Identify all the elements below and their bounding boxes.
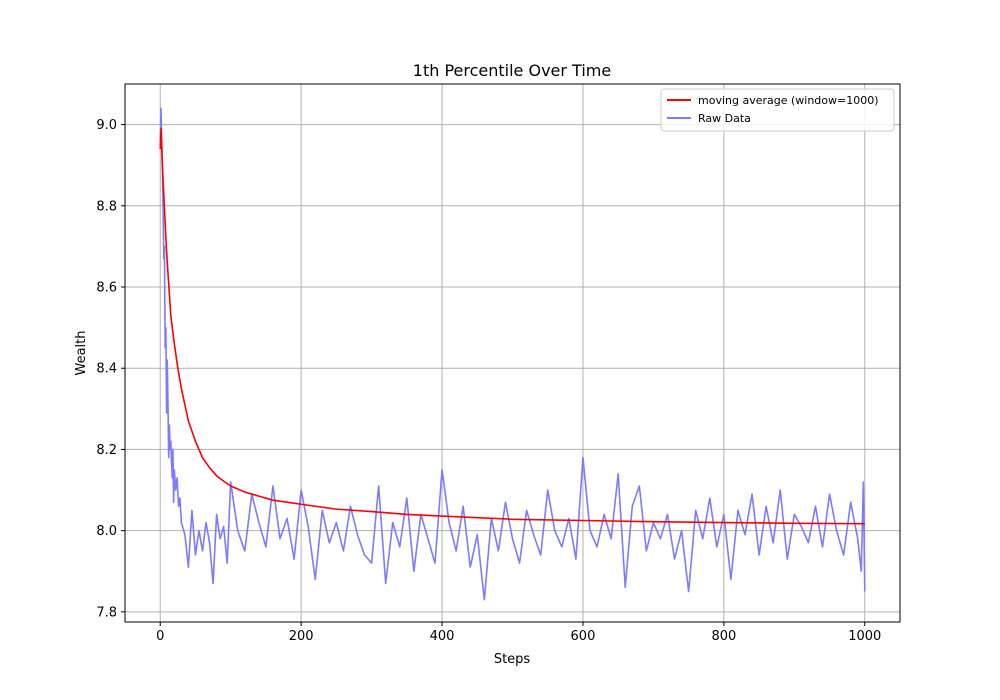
- axis-ticks: 0 200 400 600 800 1000 7.8 8.0 8.2 8.4 8.6 8.8 9.0: [96, 118, 881, 644]
- legend-label-raw-data: Raw Data: [698, 112, 751, 125]
- x-tick-label: 200: [289, 629, 314, 644]
- y-tick-label: 9.0: [96, 118, 117, 133]
- y-tick-label: 8.4: [96, 362, 117, 377]
- y-tick-label: 8.0: [96, 524, 117, 539]
- x-tick-label: 1000: [848, 629, 881, 644]
- y-tick-label: 7.8: [96, 605, 117, 620]
- x-tick-label: 800: [711, 629, 736, 644]
- y-tick-label: 8.8: [96, 199, 117, 214]
- y-axis-label: Wealth: [74, 330, 89, 375]
- legend-label-moving-average: moving average (window=1000): [698, 94, 879, 107]
- legend: moving average (window=1000) Raw Data: [660, 88, 895, 132]
- x-tick-label: 600: [571, 629, 596, 644]
- chart-title: 1th Percentile Over Time: [413, 61, 611, 80]
- y-tick-label: 8.2: [96, 443, 117, 458]
- x-axis-label: Steps: [494, 652, 531, 667]
- x-tick-label: 0: [156, 629, 164, 644]
- raw-data-line: [159, 107, 866, 601]
- x-tick-label: 400: [430, 629, 455, 644]
- plot-frame: [124, 83, 901, 623]
- y-tick-label: 8.6: [96, 281, 117, 296]
- series-lines: [159, 107, 866, 601]
- moving-average-line: [159, 127, 865, 525]
- legend-box: [660, 88, 895, 132]
